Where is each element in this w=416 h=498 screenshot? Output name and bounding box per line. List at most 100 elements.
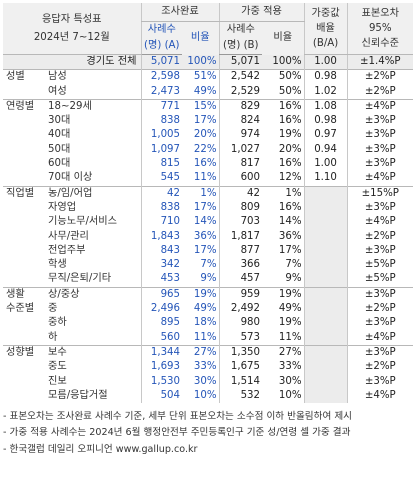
- sampling-error: ±3%P: [346, 200, 414, 216]
- table-row: 성향별 보수 1,344 27% 1,350 27% ±3%P: [3, 344, 414, 404]
- ratio-a: 17%: [193, 115, 217, 127]
- weight-factor: 1.08: [303, 98, 348, 115]
- sampling-error: ±3%P: [346, 128, 414, 143]
- ratio-a: 14%: [193, 216, 217, 228]
- cases-b: 1,675: [218, 360, 263, 375]
- row-label: 상/중상: [45, 286, 142, 303]
- sampling-error: ±1.4%P: [346, 54, 414, 70]
- weight-factor: [303, 185, 348, 201]
- ratio-b-header: 비율: [262, 21, 305, 55]
- ratio-b: 49%: [278, 303, 302, 315]
- ratio-a: 49%: [193, 85, 217, 97]
- cases-a: 2,473: [140, 84, 183, 100]
- table-row: 50대 1,097 22% 1,027 20% 0.94 ±3%P: [3, 142, 414, 158]
- ratio-a-header: 비율: [182, 21, 220, 55]
- cases-b: 2,542: [218, 69, 263, 85]
- row-label: 전업주부: [48, 244, 86, 256]
- weight-factor: 0.94: [303, 142, 348, 158]
- table-row: 진보 1,530 30% 1,514 30% ±3%P: [3, 374, 414, 389]
- cases-b: 573: [218, 330, 263, 346]
- sampling-error: ±3%P: [346, 243, 414, 259]
- sampling-error: ±2%P: [346, 84, 414, 100]
- ratio-a: 22%: [193, 143, 217, 155]
- row-label: 사무/관리: [48, 230, 89, 242]
- sampling-error: ±3%P: [346, 157, 414, 172]
- group-label: 성별: [3, 69, 45, 100]
- cases-b: 974: [218, 128, 263, 143]
- cases-a: 710: [140, 215, 183, 230]
- row-label: 무직/은퇴/기타: [48, 273, 112, 285]
- ratio-a: 1%: [182, 185, 220, 201]
- cases-b-header: 사례수: [218, 21, 263, 38]
- sampling-error: ±2%P: [346, 69, 414, 85]
- sampling-error: ±3%P: [346, 142, 414, 158]
- ratio-b: 9%: [285, 273, 302, 285]
- table-row: 60대 815 16% 817 16% 1.00 ±3%P: [3, 157, 414, 172]
- table-row: 중도 1,693 33% 1,675 33% ±2%P: [3, 360, 414, 375]
- cases-a: 1,097: [140, 142, 183, 158]
- row-label: 60대: [48, 158, 71, 170]
- sampling-error: ±5%P: [346, 258, 414, 273]
- cases-a: 342: [140, 258, 183, 273]
- weight-factor: 0.98: [303, 69, 348, 85]
- total-label: 경기도 전체: [3, 54, 142, 70]
- cases-a: 2,496: [140, 302, 183, 317]
- ratio-b: 33%: [278, 361, 302, 373]
- cases-b: 817: [218, 157, 263, 172]
- table-row: 학생 342 7% 366 7% ±5%P: [3, 258, 414, 273]
- sampling-error: ±5%P: [346, 272, 414, 288]
- ratio-b: 16%: [278, 115, 302, 127]
- ratio-a: 15%: [182, 98, 220, 115]
- row-label: 여성: [48, 85, 67, 97]
- cases-b: 2,529: [218, 84, 263, 100]
- row-label: 중도: [48, 361, 67, 373]
- table-row: 하 560 11% 573 11% ±4%P: [3, 330, 414, 346]
- table-row: 70대 이상 545 11% 600 12% 1.10 ±4%P: [3, 171, 414, 187]
- row-label: 보수: [45, 344, 142, 361]
- ratio-a: 33%: [193, 361, 217, 373]
- weight-factor: [303, 316, 348, 331]
- group-label-text: 성향별: [6, 346, 35, 358]
- cases-b: 42: [218, 185, 263, 201]
- ratio-a: 30%: [193, 375, 217, 387]
- sampling-error: ±2%P: [346, 360, 414, 375]
- cases-b-unit: (명) (B): [218, 38, 263, 55]
- weight-factor: [303, 344, 348, 361]
- table-row: 성별 남성 2,598 51% 2,542 50% 0.98 ±2%P: [3, 69, 414, 100]
- weight-factor: 1.02: [303, 84, 348, 100]
- weight-factor: [303, 243, 348, 259]
- weight-factor: [303, 229, 348, 244]
- ratio-a: 17%: [193, 244, 217, 256]
- ratio-b: 10%: [278, 389, 302, 401]
- ratio-a: 100%: [182, 54, 220, 70]
- cases-b: 457: [218, 272, 263, 288]
- ratio-a: 9%: [200, 273, 217, 285]
- ratio-a: 11%: [193, 172, 217, 184]
- row-label: 농/임/어업: [45, 185, 142, 201]
- table-row: 자영업 838 17% 809 16% ±3%P: [3, 200, 414, 216]
- weight-factor-header: 가중값 배율 (B/A): [303, 3, 348, 55]
- ratio-b: 19%: [262, 286, 305, 303]
- table-period: 2024년 7~12월: [33, 31, 110, 43]
- weight-factor: [303, 374, 348, 389]
- cases-a: 453: [140, 272, 183, 288]
- group-label-text: 성별: [6, 71, 25, 83]
- cases-a-header: 사례수: [140, 21, 183, 38]
- weight-factor: [303, 286, 348, 303]
- cases-b: 1,027: [218, 142, 263, 158]
- cases-b: 959: [218, 286, 263, 303]
- group-label-text-2: 수준별: [6, 303, 35, 315]
- weight-factor: 0.98: [303, 114, 348, 129]
- ratio-b: 30%: [278, 375, 302, 387]
- cases-b: 1,350: [218, 344, 263, 361]
- ratio-a: 51%: [182, 69, 220, 85]
- cases-a: 1,693: [140, 360, 183, 375]
- ratio-a: 27%: [182, 344, 220, 361]
- row-label: 남성: [45, 69, 142, 85]
- ratio-a: 17%: [193, 201, 217, 213]
- cases-a: 5,071: [140, 54, 183, 70]
- cases-a-unit: (명) (A): [140, 38, 183, 55]
- ratio-b: 7%: [285, 259, 302, 271]
- cases-a: 504: [140, 388, 183, 404]
- table-title-cell: 응답자 특성표 2024년 7~12월: [3, 3, 142, 55]
